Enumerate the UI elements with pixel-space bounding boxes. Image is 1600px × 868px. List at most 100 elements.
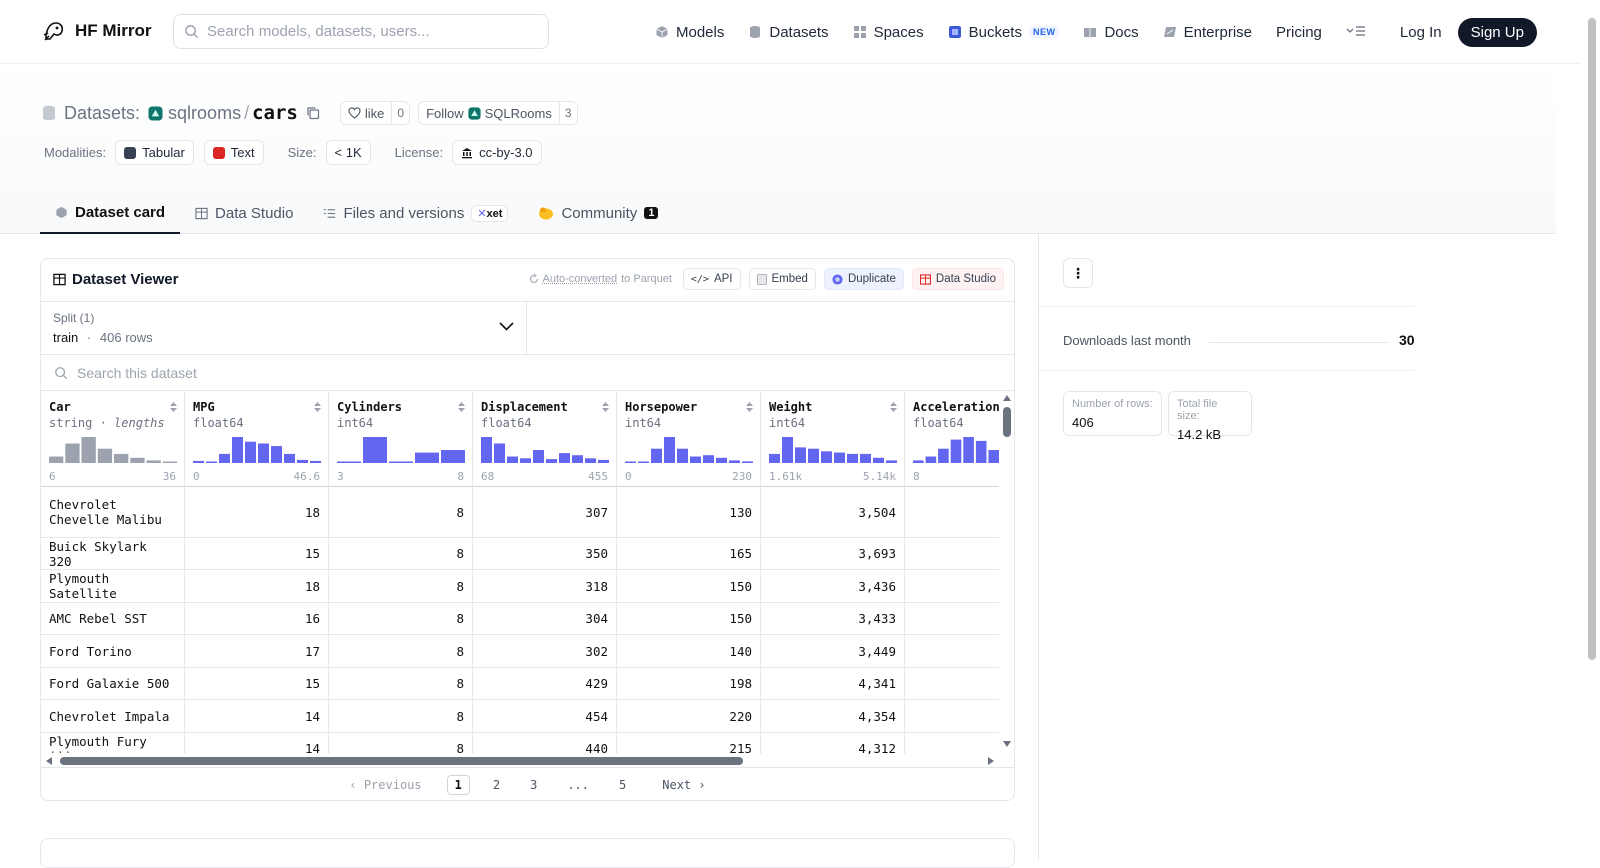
table-cell[interactable]: 318 [473,570,617,602]
horizontal-scrollbar[interactable] [43,755,998,767]
histogram-bar[interactable] [860,453,871,463]
table-cell[interactable]: 14 [185,700,329,732]
table-cell[interactable] [905,733,999,754]
table-cell[interactable]: 8 [329,668,473,699]
page-1-button[interactable]: 1 [446,775,470,795]
nav-buckets[interactable]: Buckets NEW [948,24,1060,41]
table-cell[interactable]: 8 [329,487,473,537]
page-scrollbar[interactable] [1588,18,1596,660]
dataset-search-input[interactable]: Search this dataset [41,355,1014,391]
table-row[interactable]: Ford Torino 17 8 302 140 3,449 [41,635,999,668]
repo-name[interactable]: cars [252,102,298,124]
histogram-bar[interactable] [481,437,492,463]
histogram-bar[interactable] [494,443,505,464]
histogram-bar[interactable] [65,443,80,464]
table-row[interactable]: Buick Skylark 320 15 8 350 165 3,693 [41,538,999,570]
table-cell[interactable]: 429 [473,668,617,699]
sort-icon[interactable] [601,401,610,413]
tab-files-and-versions[interactable]: Files and versions ✕xet [308,192,523,234]
histogram-bar[interactable] [363,437,387,463]
page-5-button[interactable]: 5 [619,778,627,792]
histogram-bar[interactable] [415,452,439,463]
table-cell[interactable]: 150 [617,570,761,602]
table-cell[interactable]: 307 [473,487,617,537]
histogram-bar[interactable] [162,461,177,464]
next-page-button[interactable]: Next › [662,778,706,792]
column-header[interactable]: Cylinders int64 3 8 [329,391,473,487]
table-row[interactable]: AMC Rebel SST 16 8 304 150 3,433 [41,603,999,635]
tab-data-studio[interactable]: Data Studio [180,192,308,234]
license-chip[interactable]: cc-by-3.0 [452,140,542,165]
table-cell[interactable]: 150 [617,603,761,634]
table-cell[interactable]: 18 [185,487,329,537]
histogram-bar[interactable] [886,460,897,463]
nav-datasets[interactable]: Datasets [748,24,829,41]
histogram-bar[interactable] [130,457,145,463]
histogram-bar[interactable] [873,457,884,463]
table-cell[interactable]: Plymouth Fury iii [41,733,185,754]
table-cell[interactable] [905,487,999,537]
table-cell[interactable]: 4,354 [761,700,905,732]
histogram-bar[interactable] [625,461,636,464]
signup-button[interactable]: Sign Up [1457,17,1537,47]
table-cell[interactable]: 3,693 [761,538,905,569]
nav-pricing[interactable]: Pricing [1276,24,1322,41]
table-cell[interactable]: 8 [329,700,473,732]
sort-icon[interactable] [169,401,178,413]
histogram-bar[interactable] [742,461,753,463]
search-input[interactable]: Search models, datasets, users... [173,14,549,49]
nav-enterprise[interactable]: Enterprise [1163,24,1252,41]
tab-dataset-card[interactable]: Dataset card [40,192,181,234]
table-cell[interactable]: 350 [473,538,617,569]
table-cell[interactable] [905,700,999,732]
page-2-button[interactable]: 2 [492,778,501,792]
table-cell[interactable]: 3,449 [761,635,905,667]
histogram-bar[interactable] [206,461,217,464]
histogram-bar[interactable] [988,450,999,463]
column-header[interactable]: Car string · lengths 6 36 [41,391,185,487]
table-cell[interactable]: AMC Rebel SST [41,603,185,634]
histogram-bar[interactable] [834,452,845,463]
table-cell[interactable]: 3,504 [761,487,905,537]
follow-button[interactable]: Follow SQLRooms 3 [418,101,578,125]
embed-button[interactable]: Embed [748,268,816,290]
login-link[interactable]: Log In [1399,23,1442,41]
table-cell[interactable]: 17 [185,635,329,667]
table-cell[interactable]: 8 [329,603,473,634]
table-cell[interactable]: Plymouth Satellite [41,570,185,602]
histogram-bar[interactable] [808,448,819,463]
table-cell[interactable]: 15 [185,668,329,699]
modality-text[interactable]: Text [203,140,264,165]
table-cell[interactable] [905,668,999,699]
table-cell[interactable]: Chevrolet Chevelle Malibu [41,487,185,537]
table-cell[interactable]: 4,312 [761,733,905,754]
histogram-bar[interactable] [271,446,282,463]
previous-page-button[interactable]: ‹ Previous [349,778,422,792]
table-row[interactable]: Chevrolet Impala 14 8 454 220 4,354 [41,700,999,733]
histogram-bar[interactable] [782,437,793,463]
histogram-bar[interactable] [389,461,413,464]
histogram-bar[interactable] [146,460,161,463]
histogram-bar[interactable] [297,459,308,463]
column-histogram[interactable] [625,437,753,467]
column-histogram[interactable] [193,437,321,467]
table-row[interactable]: Plymouth Fury iii1484402154,312 [41,733,999,754]
table-cell[interactable] [905,538,999,569]
nav-models[interactable]: Models [655,24,724,41]
sort-icon[interactable] [745,401,754,413]
brand[interactable]: HF Mirror [42,19,152,43]
api-button[interactable]: </> API [682,268,741,290]
histogram-bar[interactable] [572,455,583,463]
histogram-bar[interactable] [49,456,64,464]
table-cell[interactable]: 8 [329,538,473,569]
table-cell[interactable]: 18 [185,570,329,602]
histogram-bar[interactable] [677,448,688,463]
nav-docs[interactable]: Docs [1083,24,1139,41]
sort-icon[interactable] [313,401,322,413]
size-chip[interactable]: < 1K [325,140,371,165]
histogram-bar[interactable] [690,456,701,464]
histogram-bar[interactable] [975,440,987,463]
histogram-bar[interactable] [795,447,806,463]
table-cell[interactable]: 165 [617,538,761,569]
column-histogram[interactable] [337,437,465,467]
